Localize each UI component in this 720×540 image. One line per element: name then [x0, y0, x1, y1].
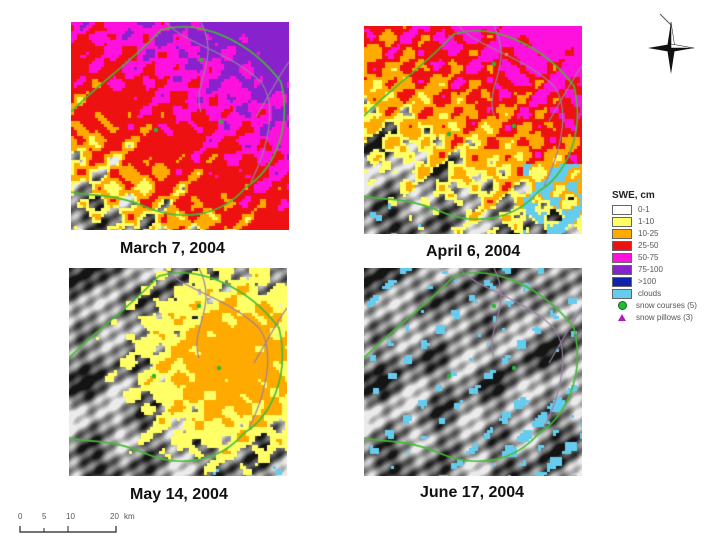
legend-swatch: [612, 264, 632, 275]
scale-tick-label: 20: [110, 512, 119, 521]
legend-class: 1-10: [612, 216, 718, 227]
legend-class: 10-25: [612, 228, 718, 239]
scale-tick-label: 5: [42, 512, 47, 521]
legend-point-label: snow pillows (3): [636, 313, 693, 322]
magenta-triangle-icon: [618, 314, 626, 321]
legend-class-label: 10-25: [638, 229, 659, 238]
legend-class-label: 75-100: [638, 265, 663, 274]
map-date-label: May 14, 2004: [130, 486, 228, 503]
legend-class-label: 25-50: [638, 241, 659, 250]
legend-point: snow pillows (3): [612, 312, 718, 323]
legend-swatch: [612, 204, 632, 215]
map-date-label: June 17, 2004: [420, 484, 525, 501]
legend-class: clouds: [612, 288, 718, 299]
scale-tick-label: 0: [18, 512, 23, 521]
swe-legend: SWE, cm 0-1 1-10 10-25 25-50 50-75 75-10…: [612, 190, 718, 324]
legend-class-label: 1-10: [638, 217, 655, 226]
swe-map-march: [71, 22, 289, 230]
legend-title: SWE, cm: [612, 190, 655, 201]
legend-swatch: [612, 240, 632, 251]
legend-point-label: snow courses (5): [636, 301, 697, 310]
legend-class: 0-1: [612, 204, 718, 215]
legend-class: >100: [612, 276, 718, 287]
scale-bar: 0 5 10 20 km: [18, 512, 135, 533]
legend-swatch: [612, 216, 632, 227]
swe-map-june: [364, 268, 582, 476]
legend-class-label: clouds: [638, 289, 662, 298]
legend-class: 25-50: [612, 240, 718, 251]
north-arrow-icon: [648, 13, 695, 74]
scale-unit: km: [124, 512, 135, 521]
legend-class: 75-100: [612, 264, 718, 275]
scale-tick-label: 10: [66, 512, 75, 521]
legend-class-label: >100: [638, 277, 657, 286]
map-date-label: March 7, 2004: [120, 240, 225, 257]
legend-class: 50-75: [612, 252, 718, 263]
legend-swatch: [612, 252, 632, 263]
legend-swatch: [612, 288, 632, 299]
swe-map-may: [69, 268, 287, 476]
legend-point: snow courses (5): [612, 300, 718, 311]
green-circle-icon: [617, 301, 627, 310]
legend-class-label: 50-75: [638, 253, 659, 262]
legend-swatch: [612, 276, 632, 287]
legend-class-label: 0-1: [638, 205, 650, 214]
legend-swatch: [612, 228, 632, 239]
swe-map-april: [364, 26, 582, 234]
map-date-label: April 6, 2004: [426, 243, 521, 260]
